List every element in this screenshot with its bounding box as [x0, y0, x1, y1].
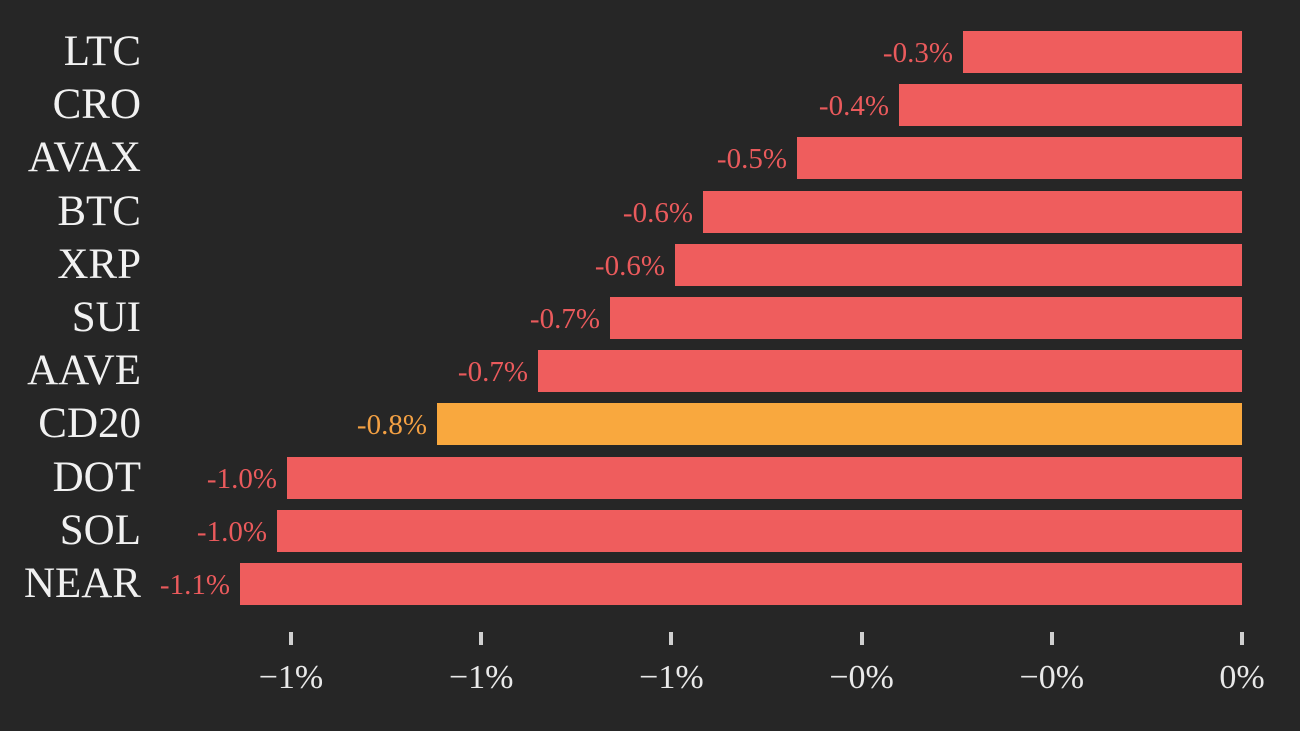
tick-label: −0% — [829, 659, 894, 696]
category-label-sui: SUI — [71, 294, 141, 341]
bar-row: AAVE -0.7% — [0, 347, 1300, 395]
bar-row: DOT -1.0% — [0, 453, 1300, 501]
bar-sui — [610, 297, 1242, 339]
bar-near — [240, 563, 1242, 605]
bar-value-label: -0.3% — [882, 37, 953, 69]
bar-row: XRP -0.6% — [0, 240, 1300, 288]
bar-value-label: -1.0% — [206, 462, 277, 495]
bar-dot — [287, 456, 1242, 499]
category-label-cro: CRO — [52, 81, 141, 129]
bar-aave — [538, 350, 1242, 393]
tick-mark — [1240, 632, 1244, 645]
tick-label: 0% — [1219, 659, 1265, 696]
tick-mark — [669, 632, 674, 645]
bar-row: CRO -0.4% — [0, 81, 1300, 129]
bar-value-label: -0.4% — [818, 90, 889, 123]
tick-label: −1% — [639, 659, 704, 696]
tick-mark — [479, 632, 484, 645]
tick-mark — [859, 632, 864, 645]
bar-value-label: -1.1% — [159, 569, 230, 601]
category-label-ltc: LTC — [63, 28, 141, 75]
bar-row: CD20 -0.8% — [0, 400, 1300, 448]
category-label-xrp: XRP — [57, 240, 141, 288]
bar-cro — [899, 84, 1242, 127]
category-label-sol: SOL — [59, 506, 141, 554]
category-label-cd20: CD20 — [38, 400, 141, 448]
tick-label: −1% — [258, 659, 324, 696]
bar-row: NEAR -1.1% — [0, 560, 1300, 607]
bar-avax — [797, 137, 1242, 180]
bar-ltc — [963, 31, 1242, 73]
tick-mark — [1049, 632, 1054, 645]
tick-label: −0% — [1019, 659, 1085, 696]
bar-xrp — [675, 243, 1242, 286]
bar-value-label: -0.6% — [594, 249, 665, 282]
tick-mark — [289, 632, 293, 645]
category-label-btc: BTC — [57, 187, 141, 235]
bar-row: BTC -0.6% — [0, 187, 1300, 235]
bar-value-label: -1.0% — [196, 515, 267, 548]
category-label-dot: DOT — [52, 453, 141, 501]
bar-value-label: -0.5% — [716, 143, 787, 176]
bar-btc — [703, 190, 1242, 233]
bar-row: SOL -1.0% — [0, 506, 1300, 554]
bar-value-label: -0.7% — [529, 303, 600, 335]
bar-sol — [277, 509, 1242, 552]
bar-value-label: -0.8% — [356, 409, 427, 442]
bar-row: AVAX -0.5% — [0, 134, 1300, 182]
category-label-aave: AAVE — [27, 347, 141, 395]
tick-label: −1% — [448, 659, 514, 696]
bar-row: SUI -0.7% — [0, 294, 1300, 341]
category-label-avax: AVAX — [27, 134, 141, 182]
bar-row: LTC -0.3% — [0, 28, 1300, 75]
bar-cd20 — [437, 403, 1242, 446]
bar-value-label: -0.7% — [457, 356, 528, 389]
bar-value-label: -0.6% — [622, 196, 693, 229]
category-label-near: NEAR — [23, 560, 141, 607]
